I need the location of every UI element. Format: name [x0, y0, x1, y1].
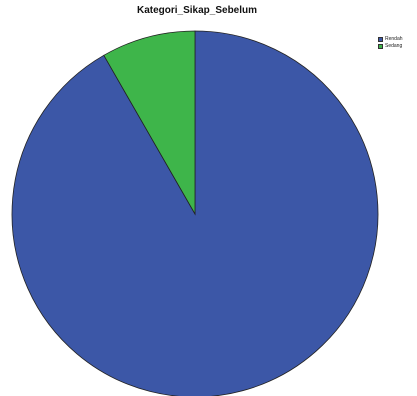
legend-label-sedang: Sedang	[385, 43, 403, 49]
chart-title: Kategori_Sikap_Sebelum	[136, 5, 258, 16]
legend-swatch-sedang	[378, 44, 383, 49]
legend: Rendah Sedang	[378, 36, 403, 50]
legend-swatch-rendah	[378, 37, 383, 42]
pie-slices	[11, 30, 379, 396]
legend-label-rendah: Rendah	[385, 36, 403, 42]
pie-slice-rendah	[11, 30, 379, 396]
legend-item-sedang: Sedang	[378, 43, 403, 50]
pie-slice-sedang	[103, 30, 196, 216]
legend-item-rendah: Rendah	[378, 36, 403, 43]
